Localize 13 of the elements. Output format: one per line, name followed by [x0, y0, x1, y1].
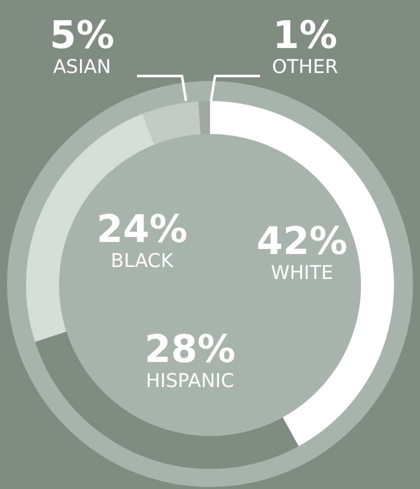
slice-label: WHITE [270, 262, 334, 284]
donut-slice [198, 101, 210, 134]
donut-slice [35, 332, 299, 469]
data-label: 1% [272, 13, 338, 57]
data-label: 24% [96, 207, 188, 251]
slice-label: BLACK [110, 250, 174, 272]
slice-label: OTHER [272, 56, 338, 78]
data-label: 5% [50, 13, 114, 57]
data-label: 28% [144, 327, 236, 371]
donut-slice [142, 101, 201, 145]
slice-label: HISPANIC [146, 370, 234, 392]
slice-label: ASIAN [53, 56, 111, 78]
data-label: 42% [256, 219, 348, 263]
